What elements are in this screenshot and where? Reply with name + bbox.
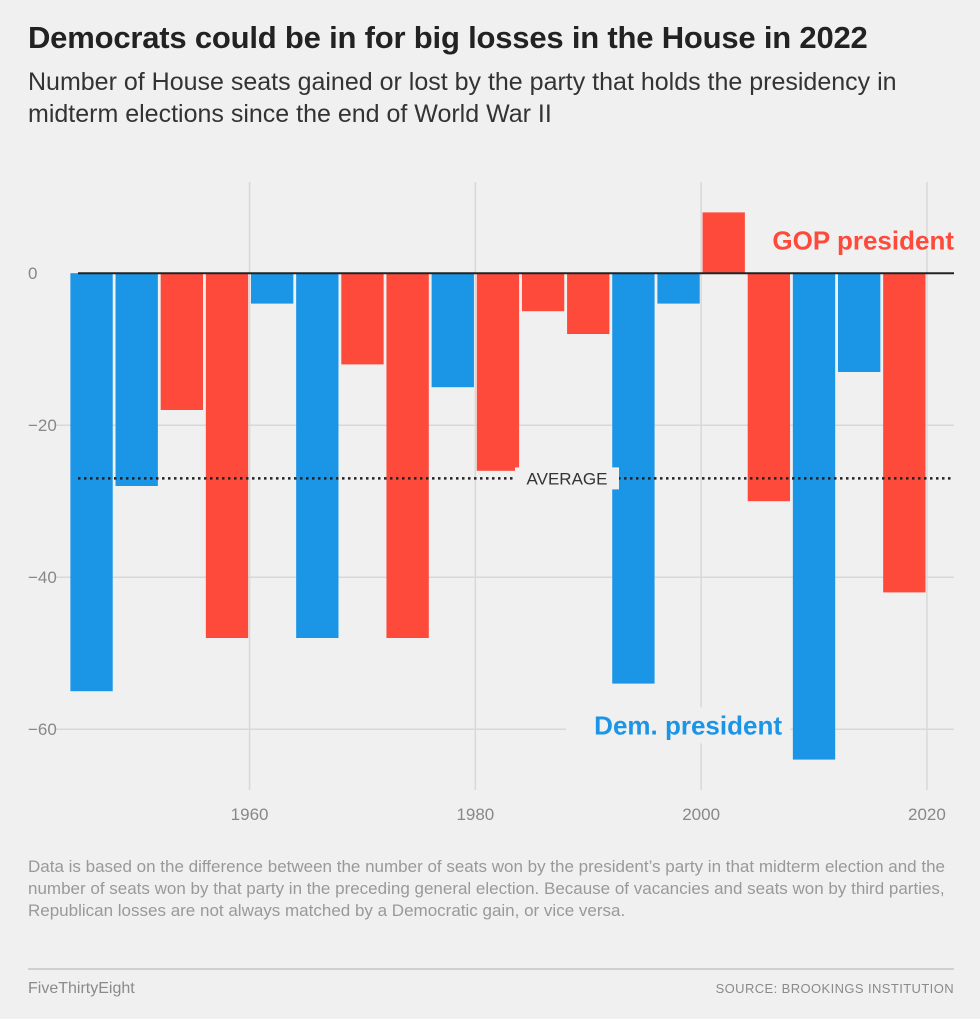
x-tick-label: 2020 [908,805,946,824]
average-label-background [515,467,619,490]
bar-1966 [296,273,339,638]
bar-1982 [476,273,520,471]
bar-1962 [250,273,294,304]
x-tick-label: 2000 [682,805,720,824]
y-tick-label: 0 [28,264,37,283]
bar-1970 [341,273,384,365]
legend-dem-president: Dem. president [594,710,782,740]
bar-2010 [792,273,836,760]
footer-divider [28,968,954,970]
source-label: SOURCE: BROOKINGS INSTITUTION [715,981,954,996]
bar-2014 [838,273,881,372]
bar-chart: 0 −20 −40 −60 1960 1980 2000 2020 AVERAGE GOP … [28,182,954,824]
x-axis-ticks: 1960 1980 2000 2020 [231,805,946,824]
bar-1954 [160,273,204,410]
chart-subtitle: Number of House seats gained or lost by … [28,68,897,128]
chart-title: Democrats could be in for big losses in … [28,20,868,55]
bar-2002 [702,212,745,274]
bars [70,212,926,760]
bar-1946 [70,273,113,692]
bar-1978 [431,273,474,388]
footnote: Data is based on the difference between … [28,857,945,920]
x-tick-label: 1960 [231,805,269,824]
bar-1990 [567,273,610,334]
average-label: AVERAGE [527,469,608,488]
bar-1958 [205,273,249,638]
x-tick-label: 1980 [456,805,494,824]
y-tick-label: −60 [28,720,57,739]
legend-gop-president: GOP president [772,226,954,256]
bar-1974 [386,273,429,638]
y-tick-label: −40 [28,568,57,587]
bar-2018 [883,273,926,593]
legend-dem-background [566,707,790,744]
bar-1986 [521,273,565,312]
y-axis-ticks: 0 −20 −40 −60 [28,264,57,739]
brand-label: FiveThirtyEight [28,980,135,997]
bar-2006 [747,273,791,502]
bar-1998 [657,273,700,304]
y-tick-label: −20 [28,416,57,435]
bar-1950 [115,273,158,486]
